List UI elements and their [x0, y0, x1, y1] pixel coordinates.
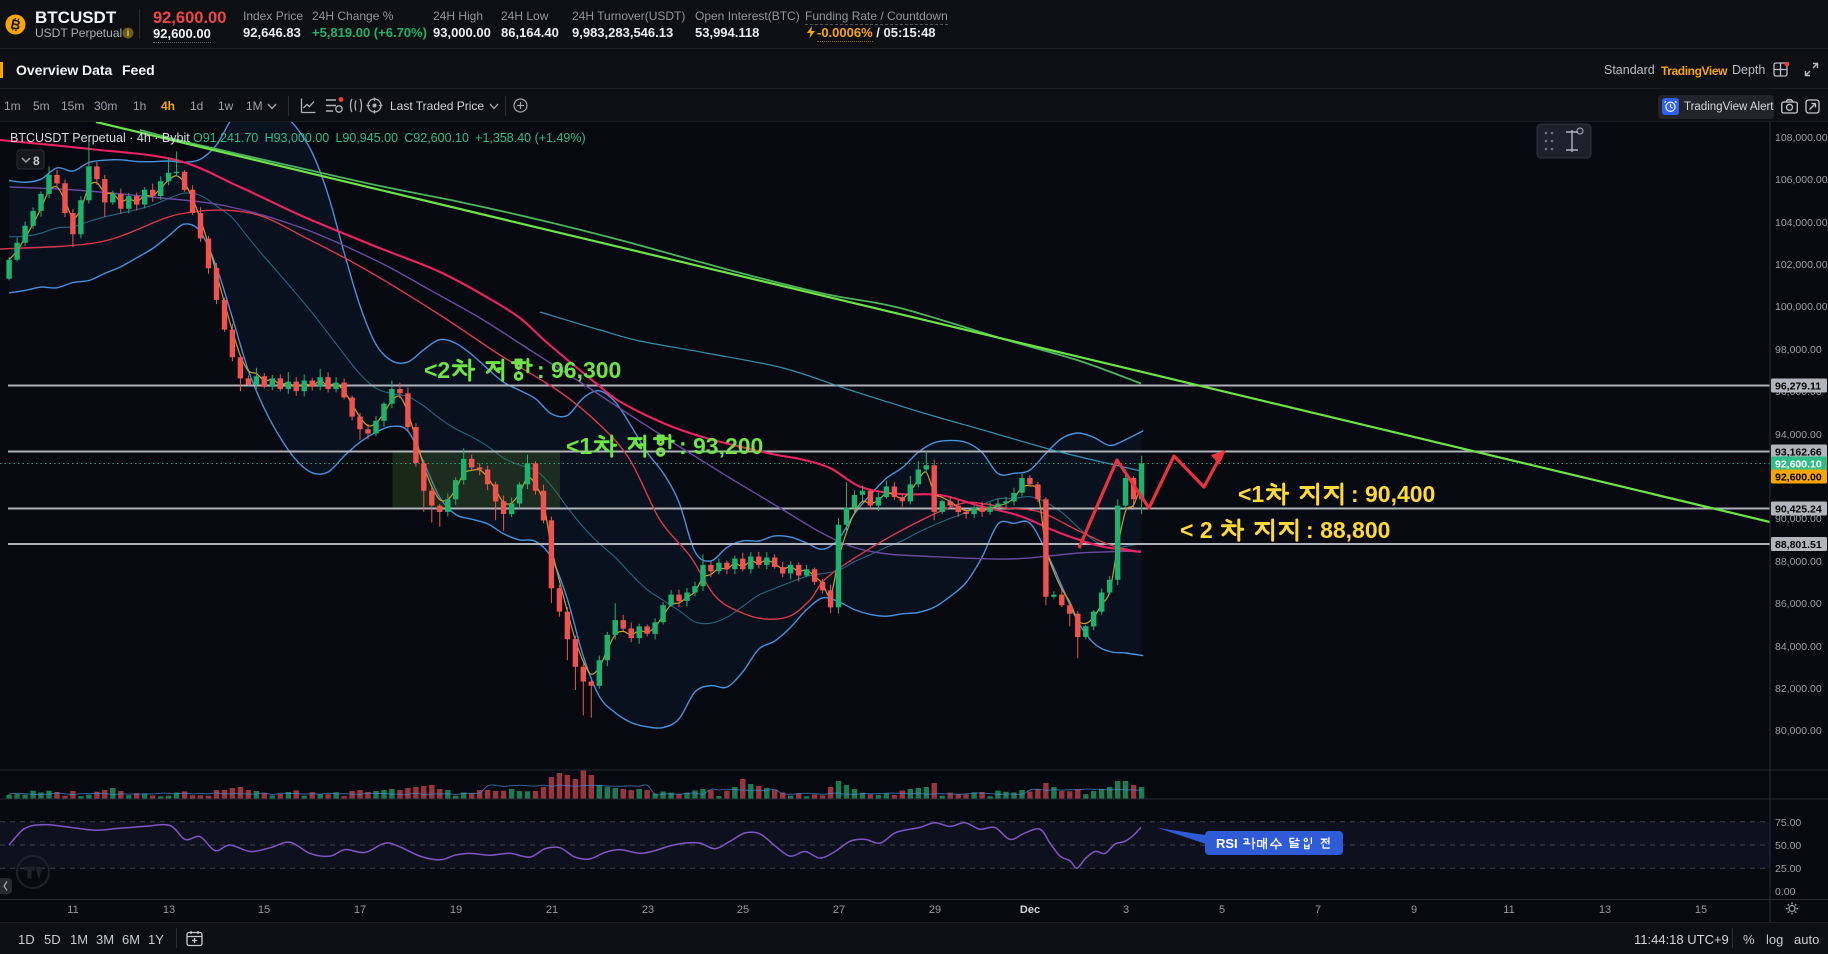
- svg-text:8: 8: [33, 154, 40, 168]
- svg-text:86,000.00: 86,000.00: [1775, 598, 1822, 610]
- svg-text:9: 9: [1411, 904, 1417, 916]
- svg-text:29: 29: [929, 904, 941, 916]
- svg-text:15: 15: [1695, 904, 1707, 916]
- svg-text:50.00: 50.00: [1775, 840, 1801, 852]
- svg-text:80,000.00: 80,000.00: [1775, 725, 1822, 737]
- svg-text:7: 7: [1315, 904, 1321, 916]
- svg-text:104,000.00: 104,000.00: [1775, 217, 1828, 229]
- svg-text:90,425.24: 90,425.24: [1775, 503, 1822, 515]
- svg-text:Dec: Dec: [1020, 904, 1040, 916]
- svg-text:93,162.66: 93,162.66: [1775, 446, 1822, 458]
- svg-text:19: 19: [450, 904, 462, 916]
- svg-text:96,279.11: 96,279.11: [1775, 380, 1821, 392]
- svg-text:94,000.00: 94,000.00: [1775, 429, 1822, 441]
- svg-text:BTCUSDT Perpetual · 4h · Bybit: BTCUSDT Perpetual · 4h · Bybit: [10, 131, 190, 145]
- svg-text:O91,241.70 H93,000.00 L90,945.: O91,241.70 H93,000.00 L90,945.00 C92,600…: [193, 131, 586, 145]
- svg-text:108,000.00: 108,000.00: [1775, 132, 1828, 144]
- svg-text:< 2: < 2: [1180, 517, 1213, 543]
- svg-text:102,000.00: 102,000.00: [1775, 259, 1828, 271]
- svg-text:13: 13: [163, 904, 175, 916]
- svg-text:23: 23: [642, 904, 654, 916]
- svg-text:<2: <2: [424, 357, 450, 383]
- svg-text:98,000.00: 98,000.00: [1775, 344, 1822, 356]
- svg-text:5: 5: [1219, 904, 1225, 916]
- svg-text:106,000.00: 106,000.00: [1775, 174, 1828, 186]
- svg-text:21: 21: [546, 904, 558, 916]
- svg-text:13: 13: [1599, 904, 1611, 916]
- svg-text:: 93,200: : 93,200: [679, 433, 763, 459]
- svg-text:: 96,300: : 96,300: [537, 357, 621, 383]
- svg-text:100,000.00: 100,000.00: [1775, 301, 1828, 313]
- svg-text:<1: <1: [566, 433, 592, 459]
- svg-text:: 90,400: : 90,400: [1351, 481, 1435, 507]
- svg-text:25: 25: [737, 904, 749, 916]
- svg-text:25.00: 25.00: [1775, 863, 1801, 875]
- svg-text:RSI: RSI: [1216, 836, 1238, 851]
- svg-text:92,600.00: 92,600.00: [1775, 471, 1822, 483]
- svg-text:11: 11: [1503, 904, 1514, 916]
- svg-text:90,000.00: 90,000.00: [1775, 513, 1822, 525]
- svg-text:i: i: [127, 28, 130, 38]
- svg-text:15: 15: [258, 904, 270, 916]
- svg-text:82,000.00: 82,000.00: [1775, 683, 1822, 695]
- svg-text:88,801.51: 88,801.51: [1775, 539, 1822, 551]
- svg-text:27: 27: [833, 904, 845, 916]
- svg-text:17: 17: [354, 904, 366, 916]
- svg-text:92,600.10: 92,600.10: [1775, 458, 1822, 470]
- svg-text:88,000.00: 88,000.00: [1775, 556, 1822, 568]
- svg-text:3: 3: [1123, 904, 1129, 916]
- svg-text:: 88,800: : 88,800: [1306, 517, 1390, 543]
- svg-text:11: 11: [67, 904, 78, 916]
- svg-text:75.00: 75.00: [1775, 817, 1801, 829]
- svg-text:<1: <1: [1238, 481, 1264, 507]
- svg-text:84,000.00: 84,000.00: [1775, 641, 1822, 653]
- svg-text:0.00: 0.00: [1775, 886, 1796, 898]
